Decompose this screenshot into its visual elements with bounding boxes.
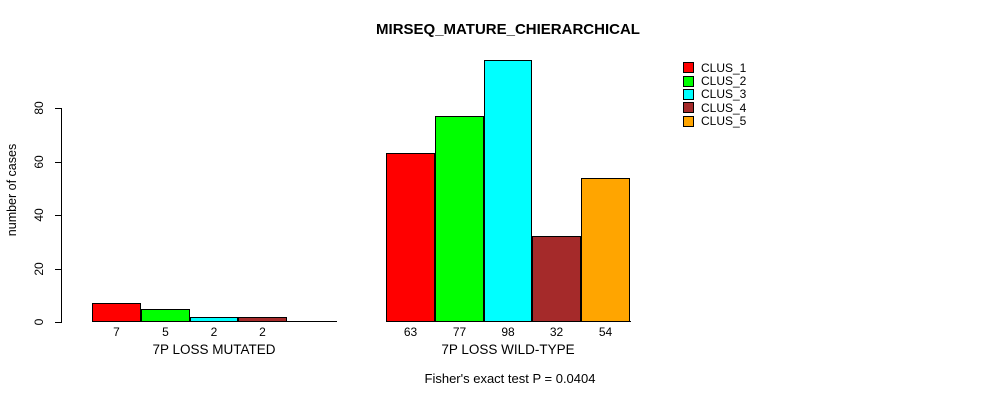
- bar-clus_2-group1: [435, 116, 484, 322]
- bar-value-label: 77: [452, 325, 467, 339]
- y-axis-tick-label: 40: [32, 208, 46, 222]
- bar-clus_5-group1: [581, 178, 630, 322]
- legend-item: CLUS_5: [683, 114, 747, 129]
- bar-clus_4-group1: [532, 236, 581, 322]
- footer-annotation: Fisher's exact test P = 0.0404: [424, 371, 596, 386]
- bar-value-label: 7: [113, 325, 120, 339]
- y-axis-tick-label: 20: [32, 262, 46, 276]
- legend-label: CLUS_5: [701, 114, 747, 129]
- bar-value-label: 32: [549, 325, 564, 339]
- bar-clus_1-group1: [386, 153, 435, 322]
- legend-label: CLUS_4: [701, 100, 747, 115]
- y-axis-tick-label: 80: [32, 101, 46, 115]
- legend-swatch-icon: [683, 75, 694, 87]
- bar-clus_2-group0: [141, 309, 190, 322]
- group-label-mutated: 7P LOSS MUTATED: [152, 342, 276, 357]
- bar-value-label: 2: [259, 325, 266, 339]
- bar-value-label: 98: [501, 325, 515, 339]
- bar-clus_1-group0: [92, 303, 141, 322]
- y-axis-tick-label: 0: [32, 318, 46, 326]
- legend-item: CLUS_2: [683, 74, 747, 89]
- y-axis-tick: [55, 162, 62, 163]
- bar-clus_3-group0: [190, 317, 238, 322]
- group-label-wild-type: 7P LOSS WILD-TYPE: [441, 342, 575, 357]
- legend-swatch-icon: [683, 102, 694, 114]
- legend-swatch-icon: [683, 88, 694, 100]
- legend-label: CLUS_3: [701, 87, 747, 102]
- legend-swatch-icon: [683, 115, 694, 127]
- y-axis-tick-label: 60: [32, 155, 46, 169]
- legend-label: CLUS_2: [701, 74, 747, 89]
- legend: CLUS_1 CLUS_2 CLUS_3 CLUS_4 CLUS_5: [683, 61, 746, 128]
- chart-title: MIRSEQ_MATURE_CHIERARCHICAL: [376, 21, 640, 38]
- legend-swatch-icon: [683, 62, 694, 74]
- bar-clus_4-group0: [238, 317, 287, 322]
- y-axis-tick: [55, 322, 62, 323]
- legend-label: CLUS_1: [701, 60, 747, 75]
- y-axis-tick: [55, 108, 62, 109]
- bar-value-label: 5: [162, 325, 169, 339]
- legend-item: CLUS_3: [683, 87, 747, 102]
- bar-value-label: 2: [210, 325, 218, 339]
- legend-item: CLUS_4: [683, 100, 747, 115]
- y-axis-label: number of cases: [5, 143, 19, 237]
- legend-item: CLUS_1: [683, 60, 747, 75]
- bar-value-label: 63: [403, 325, 418, 339]
- bar-value-label: 54: [598, 325, 613, 339]
- bar-clus_3-group1: [484, 60, 532, 322]
- y-axis-tick: [55, 215, 62, 216]
- y-axis-tick: [55, 269, 62, 270]
